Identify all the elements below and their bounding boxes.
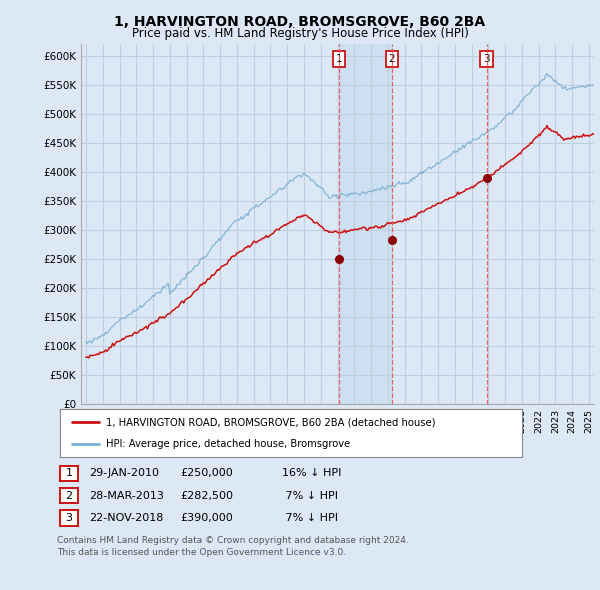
Text: £250,000: £250,000 <box>180 468 233 478</box>
Text: 2: 2 <box>65 491 73 500</box>
Text: 1, HARVINGTON ROAD, BROMSGROVE, B60 2BA (detached house): 1, HARVINGTON ROAD, BROMSGROVE, B60 2BA … <box>106 417 436 427</box>
Text: 3: 3 <box>484 54 490 64</box>
Text: 7% ↓ HPI: 7% ↓ HPI <box>282 513 338 523</box>
Bar <box>339 44 392 404</box>
Text: 2: 2 <box>389 54 395 64</box>
Text: 16% ↓ HPI: 16% ↓ HPI <box>282 468 341 478</box>
Text: 1: 1 <box>335 54 342 64</box>
Text: HPI: Average price, detached house, Bromsgrove: HPI: Average price, detached house, Brom… <box>106 439 350 449</box>
Text: 22-NOV-2018: 22-NOV-2018 <box>89 513 163 523</box>
Text: £390,000: £390,000 <box>180 513 233 523</box>
Text: 29-JAN-2010: 29-JAN-2010 <box>89 468 159 478</box>
Text: Price paid vs. HM Land Registry's House Price Index (HPI): Price paid vs. HM Land Registry's House … <box>131 27 469 40</box>
Text: 1: 1 <box>65 468 73 478</box>
Text: Contains HM Land Registry data © Crown copyright and database right 2024.
This d: Contains HM Land Registry data © Crown c… <box>57 536 409 557</box>
Text: £282,500: £282,500 <box>180 491 233 500</box>
Text: 1, HARVINGTON ROAD, BROMSGROVE, B60 2BA: 1, HARVINGTON ROAD, BROMSGROVE, B60 2BA <box>115 15 485 29</box>
Text: 3: 3 <box>65 513 73 523</box>
Text: 28-MAR-2013: 28-MAR-2013 <box>89 491 164 500</box>
Text: 7% ↓ HPI: 7% ↓ HPI <box>282 491 338 500</box>
